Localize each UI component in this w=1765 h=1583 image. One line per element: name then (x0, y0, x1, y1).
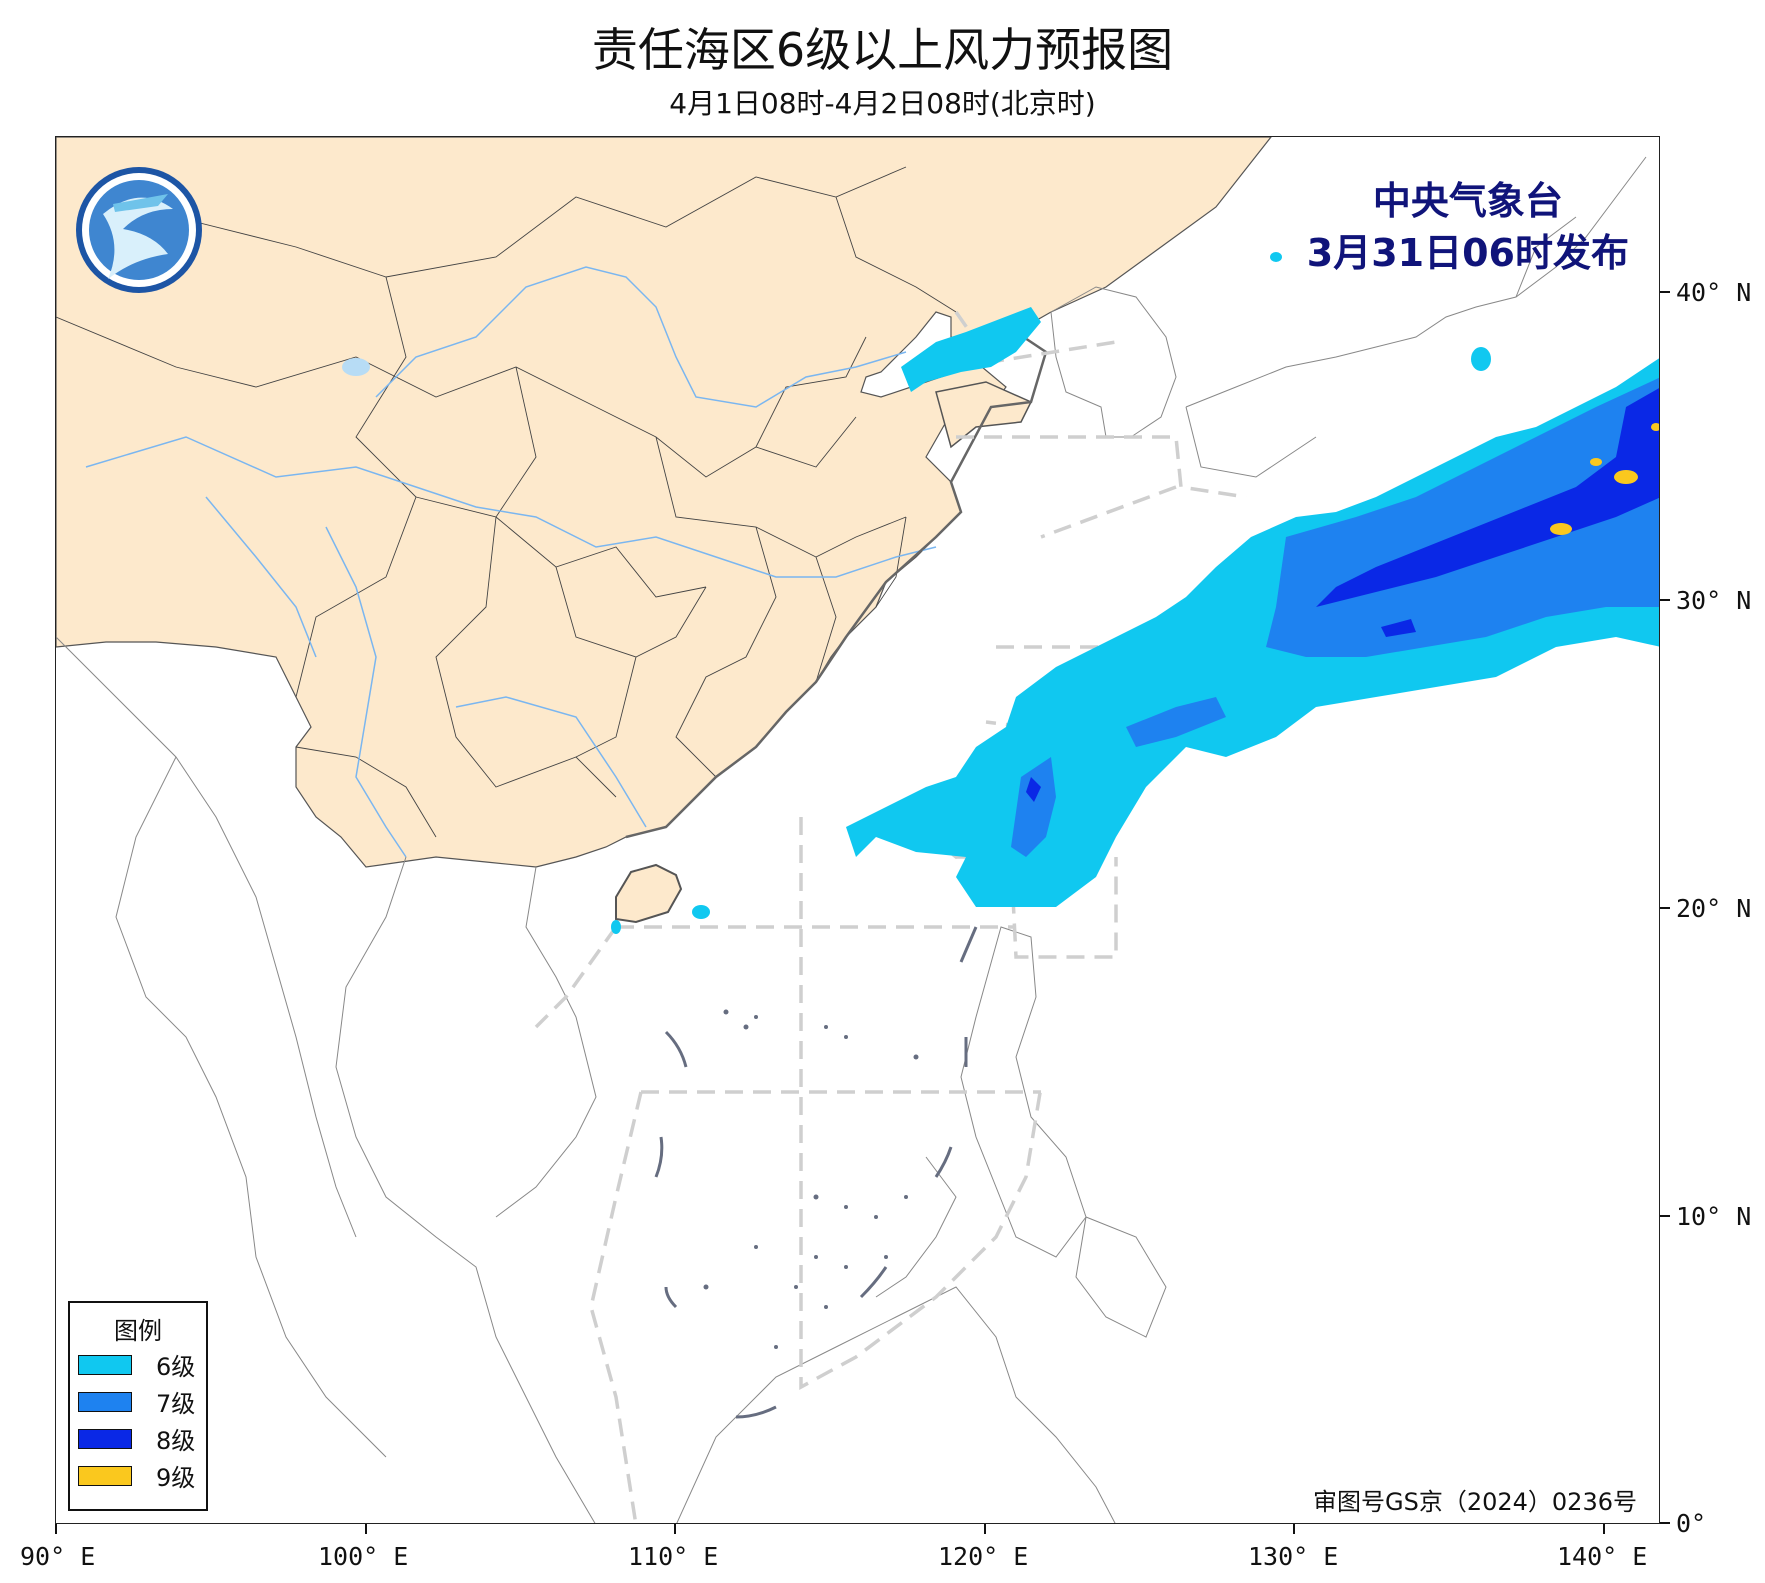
y-tick (1660, 291, 1670, 293)
y-tick-label: 10° N (1676, 1202, 1752, 1231)
legend-item: 9级 (70, 1457, 206, 1494)
x-tick (1293, 1524, 1295, 1534)
issuer-block: 中央气象台 3月31日06时发布 (1307, 175, 1629, 279)
x-tick-label: 140° E (1557, 1542, 1648, 1571)
islands (703, 1009, 919, 1349)
x-tick (984, 1524, 986, 1534)
x-tick-label: 110° E (628, 1542, 719, 1571)
x-tick-label: 90° E (20, 1542, 96, 1571)
coastlines (56, 156, 1647, 1523)
legend-title: 图例 (114, 1317, 162, 1345)
china-land (56, 137, 1272, 868)
legend-label: 8级 (156, 1427, 196, 1455)
x-tick (1603, 1524, 1605, 1534)
x-tick-label: 130° E (1248, 1542, 1339, 1571)
china-coast-highlight (625, 330, 1048, 839)
x-tick-label: 120° E (938, 1542, 1029, 1571)
province-borders (56, 166, 957, 838)
y-tick-label: 20° N (1676, 894, 1752, 923)
x-tick (674, 1524, 676, 1534)
y-tick-label: 0° (1676, 1509, 1707, 1538)
map-subtitle: 4月1日08时-4月2日08时(北京时) (669, 87, 1096, 120)
legend-item: 6级 (70, 1346, 206, 1383)
legend-swatch-8 (78, 1428, 132, 1449)
rivers (85, 266, 937, 858)
approval-number: 审图号GS京（2024）0236号 (1313, 1488, 1637, 1516)
y-tick (1660, 599, 1670, 601)
issue-time: 3月31日06时发布 (1306, 231, 1629, 275)
wind-map (56, 137, 1659, 1523)
legend-label: 9级 (156, 1464, 196, 1492)
qinghai-lake (342, 358, 370, 376)
nine-dash-line (654, 926, 978, 1419)
x-tick-label: 100° E (318, 1542, 409, 1571)
legend-label: 6级 (156, 1353, 196, 1381)
x-tick (365, 1524, 367, 1534)
legend-swatch-9 (78, 1465, 132, 1486)
legend-swatch-6 (78, 1354, 132, 1375)
hainan-island (615, 863, 683, 924)
y-tick (1660, 907, 1670, 909)
map-title: 责任海区6级以上风力预报图 (591, 23, 1174, 77)
issuer-name: 中央气象台 (1372, 179, 1563, 223)
y-tick (1660, 1215, 1670, 1217)
wind-level-8 (1026, 388, 1659, 802)
legend: 图例 6级 7级 8级 9级 (68, 1301, 208, 1511)
shandong-peninsula (935, 381, 1033, 449)
legend-label: 7级 (156, 1390, 196, 1418)
map-frame[interactable]: 中央气象台 3月31日06时发布 图例 6级 7级 8级 9级 审图号GS京（2… (55, 136, 1660, 1524)
wind-level-9 (1550, 423, 1659, 535)
x-tick (55, 1524, 57, 1534)
legend-item: 7级 (70, 1383, 206, 1420)
y-tick-label: 30° N (1676, 586, 1752, 615)
legend-item: 8级 (70, 1420, 206, 1457)
cma-logo-icon (76, 167, 202, 293)
y-tick (1660, 1522, 1670, 1524)
legend-swatch-7 (78, 1391, 132, 1412)
y-tick-label: 40° N (1676, 278, 1752, 307)
